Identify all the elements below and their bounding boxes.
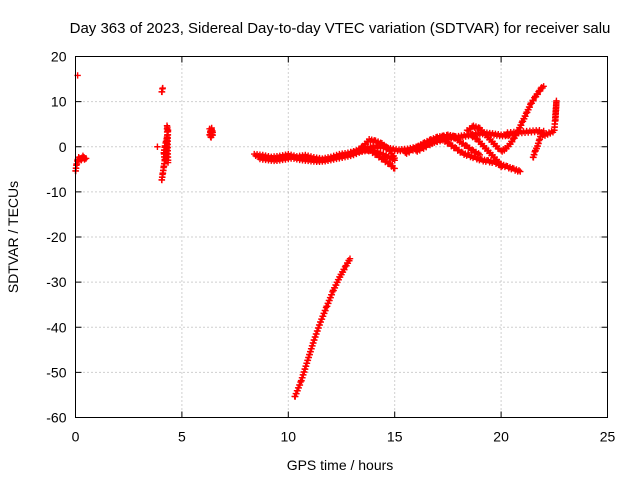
data-point [341, 266, 348, 273]
data-point [515, 167, 523, 174]
data-point [517, 168, 524, 175]
data-point [391, 154, 398, 162]
y-tick-label: -20 [46, 229, 66, 245]
y-tick-label: 0 [59, 139, 67, 155]
data-point [209, 131, 216, 139]
data-point [159, 84, 166, 92]
data-point [164, 159, 172, 166]
data-point [552, 117, 559, 124]
x-tick-label: 0 [72, 429, 80, 445]
y-tick-label: -50 [46, 364, 66, 380]
data-point [373, 150, 380, 158]
data-point [497, 163, 505, 171]
data-point [82, 155, 90, 162]
x-tick-label: 15 [387, 429, 403, 445]
data-point [346, 255, 354, 262]
y-tick-label: -10 [46, 184, 66, 200]
y-tick-label: -30 [46, 274, 66, 290]
y-tick-label: 10 [51, 94, 67, 110]
data-point [445, 139, 452, 146]
data-point [468, 146, 476, 153]
x-tick-label: 10 [281, 429, 297, 445]
data-point [391, 165, 398, 172]
data-point [207, 128, 215, 135]
x-tick-label: 25 [600, 429, 616, 445]
x-axis-label: GPS time / hours [287, 457, 394, 473]
data-point [540, 83, 547, 90]
chart-title: Day 363 of 2023, Sidereal Day-to-day VTE… [70, 20, 611, 37]
y-axis-label: SDTVAR / TECUs [5, 181, 21, 293]
data-point [451, 144, 459, 151]
data-point [341, 263, 349, 270]
y-tick-label: -40 [46, 319, 66, 335]
plot-frame [75, 56, 608, 418]
y-tick-label: 20 [51, 49, 67, 65]
x-tick-label: 5 [178, 429, 186, 445]
y-tick-label: -60 [46, 410, 66, 426]
data-points [72, 72, 560, 400]
data-point [473, 135, 480, 142]
data-point [462, 141, 469, 149]
data-point [379, 155, 386, 162]
x-tick-label: 20 [493, 429, 509, 445]
data-point [530, 97, 537, 104]
data-point [385, 159, 393, 167]
data-point [154, 143, 161, 150]
